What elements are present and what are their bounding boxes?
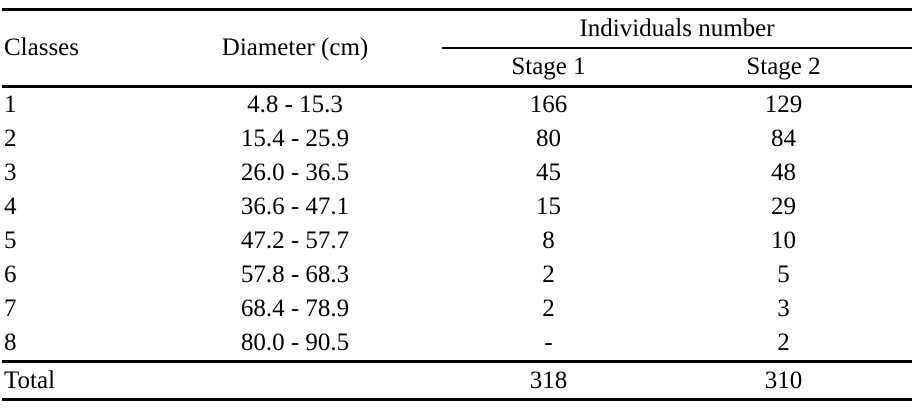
stage-2-cell: 5	[777, 261, 790, 288]
table-row: 2 15.4 - 25.9 80 84	[2, 122, 912, 156]
header-row-stages: Stage 1 Stage 2	[2, 48, 913, 88]
stage-2-cell: 2	[777, 329, 790, 356]
table-body: 1 4.8 - 15.3 166 129 2 15.4 - 25.9 80 84 3 26.0 -…	[2, 87, 912, 362]
stage-2-cell: 10	[771, 227, 796, 254]
diameter-cell: 80.0 - 90.5	[240, 329, 350, 356]
stage-2-cell: 84	[771, 125, 796, 152]
table-row: 7 68.4 - 78.9 2 3	[2, 292, 912, 326]
table-footer: Total 318 310	[2, 360, 913, 401]
stage-1-cell: 45	[536, 159, 561, 186]
stage-1-cell: 15	[536, 193, 561, 220]
stage-1-cell: 2	[542, 295, 555, 322]
stage-1-cell: 166	[529, 91, 568, 118]
individuals-number-table: Classes Diameter (cm) Individuals number…	[2, 8, 913, 401]
stage-2-cell: 3	[777, 295, 790, 322]
diameter-cell: 4.8 - 15.3	[247, 91, 343, 118]
total-row: Total 318 310	[2, 360, 913, 401]
class-number-cell: 6	[4, 261, 17, 288]
diameter-cell: 68.4 - 78.9	[240, 295, 350, 322]
column-header-diameter: Diameter (cm)	[148, 9, 442, 88]
class-number-cell: 7	[4, 295, 17, 322]
class-number-cell: 4	[4, 193, 17, 220]
class-number-cell: 2	[4, 125, 17, 152]
column-header-stage-2: Stage 2	[655, 48, 913, 88]
stage-2-cell: 48	[771, 159, 796, 186]
total-stage-2-value: 310	[655, 360, 913, 401]
class-number-cell: 5	[4, 227, 17, 254]
total-label: Total	[2, 360, 148, 401]
table-row: 3 26.0 - 36.5 45 48	[2, 156, 912, 190]
table-row: 5 47.2 - 57.7 8 10	[2, 224, 912, 258]
diameter-cell: 26.0 - 36.5	[240, 159, 350, 186]
header-row-spanner: Classes Diameter (cm) Individuals number	[2, 9, 913, 88]
diameter-cell: 47.2 - 57.7	[240, 227, 350, 254]
class-number-cell: 3	[4, 159, 17, 186]
table-row: 6 57.8 - 68.3 2 5	[2, 258, 912, 292]
stage-1-cell: 2	[542, 261, 555, 288]
stage-1-cell: 8	[542, 227, 555, 254]
table-row: 8 80.0 - 90.5 - 2	[2, 326, 912, 362]
stage-1-cell: -	[544, 329, 553, 356]
stage-1-cell: 80	[536, 125, 561, 152]
diameter-cell: 36.6 - 47.1	[240, 193, 350, 220]
total-diameter-cell	[148, 360, 442, 401]
table-row: 1 4.8 - 15.3 166 129	[2, 87, 912, 123]
column-header-stage-1: Stage 1	[442, 48, 655, 88]
stage-2-cell: 129	[764, 91, 803, 118]
diameter-cell: 15.4 - 25.9	[240, 125, 350, 152]
table-row: 4 36.6 - 47.1 15 29	[2, 190, 912, 224]
column-header-classes: Classes	[2, 9, 148, 88]
stage-2-cell: 29	[771, 193, 796, 220]
diameter-cell: 57.8 - 68.3	[240, 261, 350, 288]
total-stage-1-value: 318	[442, 360, 655, 401]
class-number-cell: 8	[4, 329, 17, 356]
column-header-individuals-number: Individuals number	[442, 9, 913, 49]
table-header: Classes Diameter (cm) Individuals number…	[2, 9, 913, 88]
class-number-cell: 1	[4, 91, 17, 118]
